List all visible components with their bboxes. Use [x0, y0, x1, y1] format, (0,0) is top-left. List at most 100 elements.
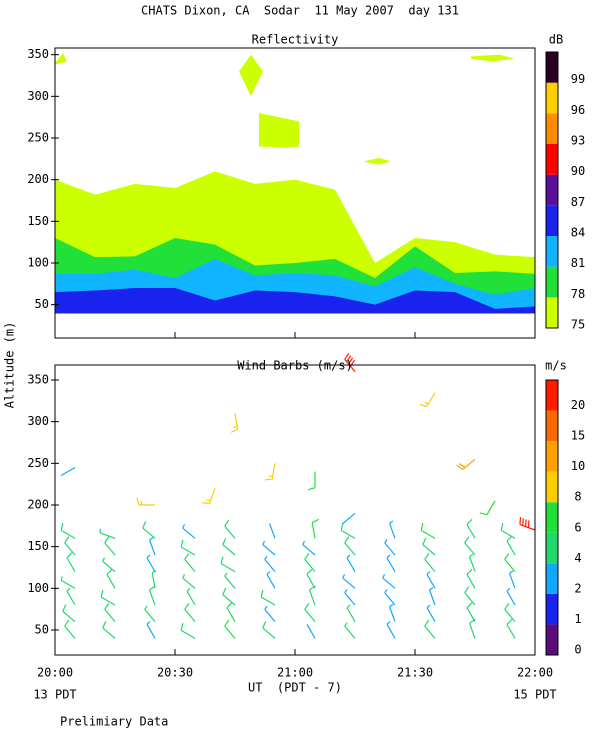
- colorbar-band: [546, 205, 558, 236]
- wind-barb: [184, 603, 196, 623]
- wind-barb: [264, 463, 276, 481]
- wind-barb: [424, 619, 436, 639]
- colorbar-label: 90: [571, 164, 585, 178]
- wind-barb: [304, 603, 316, 623]
- colorbar-band: [546, 471, 558, 503]
- x-tick-label: 21:00: [277, 666, 313, 680]
- contour-patch: [259, 113, 299, 148]
- y-tick-label: 200: [27, 498, 49, 512]
- colorbar-label: 0: [574, 643, 581, 657]
- wind-barb: [504, 553, 516, 573]
- colorbar-band: [546, 297, 558, 328]
- wind-barb: [500, 523, 516, 539]
- wind-barb: [182, 524, 196, 539]
- wind-barb: [224, 572, 236, 589]
- wind-barb: [104, 536, 116, 556]
- colorbar-band: [546, 532, 558, 564]
- wind-barb: [340, 523, 356, 539]
- colorbar-label: 20: [571, 398, 585, 412]
- colorbar-band: [546, 266, 558, 298]
- x-axis-label: UT (PDT - 7): [248, 681, 342, 695]
- contour-patch: [55, 53, 67, 65]
- contour-band: [55, 288, 535, 313]
- wind-barb: [384, 539, 396, 556]
- y-tick-label: 100: [27, 581, 49, 595]
- wind-barb: [264, 605, 276, 623]
- wind-barb: [346, 554, 356, 572]
- wind-barb: [422, 537, 436, 556]
- wind-barb: [306, 624, 316, 639]
- wind-barb: [102, 557, 116, 573]
- wind-barb: [386, 621, 396, 639]
- colorbar-label: 8: [574, 490, 581, 504]
- x-left-note: 13 PDT: [33, 688, 76, 702]
- y-tick-label: 300: [27, 414, 49, 428]
- wind-barb: [266, 571, 276, 589]
- wind-barb: [384, 589, 396, 606]
- wind-barb: [180, 539, 196, 556]
- x-tick-label: 21:30: [397, 666, 433, 680]
- wind-barb: [230, 413, 239, 433]
- wind-barb: [466, 518, 476, 539]
- chart-title: CHATS Dixon, CA Sodar 11 May 2007 day 13…: [141, 4, 459, 18]
- wind-barb: [304, 553, 316, 573]
- wind-barb: [466, 602, 476, 622]
- wind-barb: [99, 528, 116, 539]
- wind-barb: [506, 535, 516, 556]
- colorbar-band: [546, 593, 558, 625]
- colorbar-label: 75: [571, 318, 585, 332]
- y-tick-label: 300: [27, 89, 49, 103]
- y-tick-label: 350: [27, 373, 49, 387]
- wind-barb: [468, 553, 476, 572]
- colorbar-title: m/s: [545, 359, 567, 373]
- wind-barb: [148, 537, 156, 556]
- wind-barb: [262, 540, 276, 556]
- wind-barb: [182, 574, 196, 589]
- colorbar-label: 81: [571, 256, 585, 270]
- wind-barb: [302, 540, 316, 556]
- wind-barb: [102, 621, 116, 639]
- wind-barb: [260, 589, 276, 606]
- wind-barb: [426, 604, 436, 622]
- wind-barb: [344, 353, 356, 373]
- colorbar-band: [546, 502, 558, 533]
- colorbar-band: [546, 52, 558, 83]
- wind-barb: [342, 512, 356, 525]
- wind-barb: [344, 622, 356, 639]
- wind-barb: [268, 523, 276, 539]
- wind-barb: [307, 471, 316, 491]
- colorbar-label: 15: [571, 429, 585, 443]
- wind-barb: [136, 497, 155, 506]
- wind-barb: [311, 518, 320, 539]
- y-axis-label: Altitude (m): [3, 322, 17, 409]
- colorbar-band: [546, 174, 558, 206]
- colorbar-label: 93: [571, 134, 585, 148]
- wind-barb: [519, 517, 536, 531]
- wind-barb: [506, 587, 516, 606]
- wind-barb: [100, 589, 116, 606]
- wind-barb: [264, 555, 276, 573]
- y-tick-label: 200: [27, 172, 49, 186]
- wind-barb: [104, 603, 116, 623]
- plot-frame: [54, 364, 536, 656]
- wind-barb: [508, 570, 516, 589]
- wind-barb: [388, 603, 396, 622]
- wind-barb: [504, 603, 516, 623]
- wind-barb: [60, 576, 76, 589]
- wind-barb: [466, 568, 476, 589]
- wind-barb: [224, 619, 236, 639]
- colorbar-label: 87: [571, 195, 585, 209]
- wind-barb: [344, 589, 356, 606]
- wind-barb: [64, 619, 76, 639]
- colorbar-frame: [545, 379, 559, 656]
- wind-barb: [342, 574, 356, 589]
- colorbar-band: [546, 380, 558, 411]
- wind-barb: [222, 587, 236, 606]
- y-tick-label: 150: [27, 539, 49, 553]
- wind-barb: [479, 500, 496, 516]
- y-tick-label: 250: [27, 131, 49, 145]
- colorbar-label: 84: [571, 226, 585, 240]
- wind-barb: [346, 604, 356, 622]
- wind-barb: [202, 488, 216, 504]
